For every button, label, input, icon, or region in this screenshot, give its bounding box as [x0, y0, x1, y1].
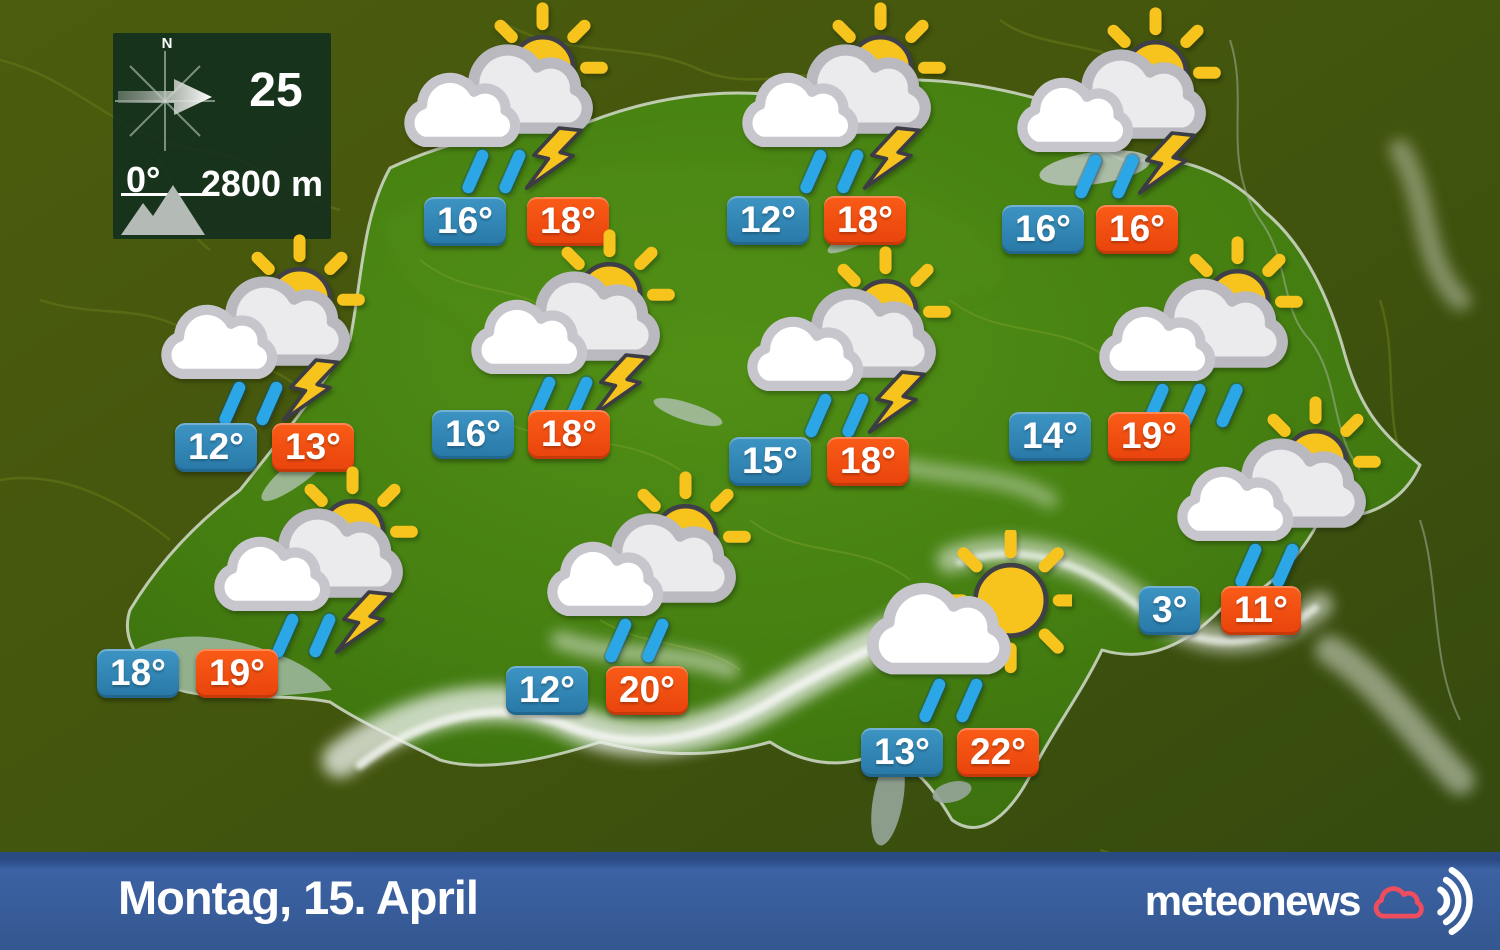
front-cloud-icon — [404, 72, 521, 147]
lightning-icon — [334, 590, 394, 654]
rain-icon — [1073, 152, 1141, 201]
low-temperature-badge: 16° — [432, 410, 514, 459]
front-cloud-icon — [547, 541, 664, 616]
sun-clouds-rain-thunderstorm-icon — [205, 465, 425, 663]
high-temperature-badge: 18° — [527, 197, 609, 246]
high-temperature-badge: 20° — [606, 666, 688, 715]
lightning-icon — [281, 358, 341, 422]
freezing-altitude-value: 2800 m — [200, 163, 323, 204]
footer-bar: Montag, 15. April meteonews — [0, 852, 1500, 950]
sun-clouds-rain-thunderstorm-icon — [152, 233, 372, 431]
rain-icon — [527, 374, 595, 423]
lightning-icon — [862, 126, 922, 190]
wind-speed-value: 25 — [249, 64, 303, 117]
lightning-icon — [1137, 131, 1197, 195]
rain-icon — [217, 379, 285, 428]
high-temperature-badge: 18° — [528, 410, 610, 459]
low-temperature-badge: 3° — [1139, 586, 1201, 635]
rain-icon — [917, 676, 985, 725]
front-cloud-icon — [1099, 306, 1216, 381]
low-temperature-badge: 12° — [175, 423, 257, 472]
sun-clouds-rain-thunderstorm-icon — [395, 1, 615, 199]
freezing-level-line — [121, 193, 209, 196]
rain-icon — [803, 391, 871, 440]
high-temperature-badge: 16° — [1096, 205, 1178, 254]
front-cloud-icon — [214, 536, 331, 611]
rain-icon — [603, 616, 671, 665]
low-temperature-badge: 12° — [727, 196, 809, 245]
low-temperature-badge: 13° — [861, 728, 943, 777]
front-cloud-icon — [161, 304, 278, 379]
front-cloud-icon — [471, 299, 588, 374]
low-temperature-badge: 12° — [506, 666, 588, 715]
high-temperature-badge: 22° — [957, 728, 1039, 777]
meteonews-logo: meteonews — [1145, 859, 1476, 943]
high-temperature-badge: 18° — [824, 196, 906, 245]
high-temperature-badge: 18° — [827, 437, 909, 486]
sun-clouds-rain-icon — [538, 470, 758, 668]
sun-clouds-rain-thunderstorm-icon — [1008, 6, 1228, 204]
front-cloud-icon — [1017, 77, 1134, 152]
high-temperature-badge: 19° — [196, 649, 278, 698]
lightning-icon — [524, 126, 584, 190]
low-temperature-badge: 16° — [424, 197, 506, 246]
low-temperature-badge: 18° — [97, 649, 179, 698]
sun-clouds-rain-thunderstorm-icon — [738, 245, 958, 443]
low-temperature-badge: 14° — [1009, 412, 1091, 461]
lightning-icon — [867, 370, 927, 434]
brand-name: meteonews — [1144, 877, 1362, 924]
date-label: Montag, 15. April — [118, 871, 479, 925]
low-temperature-badge: 15° — [729, 437, 811, 486]
sun-clouds-rain-thunderstorm-icon — [733, 1, 953, 199]
high-temperature-badge: 19° — [1108, 412, 1190, 461]
high-temperature-badge: 13° — [272, 423, 354, 472]
rain-icon — [798, 147, 866, 196]
logo-cloud-icon — [1373, 886, 1424, 919]
front-cloud-icon — [742, 72, 859, 147]
high-temperature-badge: 11° — [1221, 586, 1301, 635]
sun-cloud-rain-icon — [852, 527, 1084, 728]
rain-icon — [460, 147, 528, 196]
logo-signal-waves-icon — [1437, 866, 1473, 936]
compass-north-label: N — [161, 35, 173, 52]
front-cloud-icon — [1177, 466, 1294, 541]
front-cloud-icon — [747, 316, 864, 391]
sun-clouds-rain-thunderstorm-icon — [462, 228, 682, 426]
wind-direction-arrow-icon — [116, 75, 216, 124]
rain-icon — [270, 611, 338, 660]
sun-clouds-rain-icon — [1168, 395, 1388, 593]
mountain-icon — [121, 183, 205, 240]
low-temperature-badge: 16° — [1002, 205, 1084, 254]
cloud-icon — [867, 582, 1011, 675]
wind-freezing-info-panel: N 25 0° — [113, 33, 331, 239]
lightning-icon — [591, 353, 651, 417]
rain-icon — [1233, 541, 1301, 590]
